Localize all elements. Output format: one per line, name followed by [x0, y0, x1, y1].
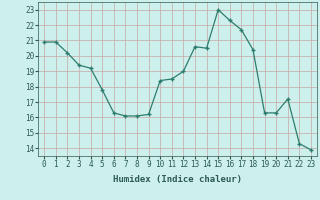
X-axis label: Humidex (Indice chaleur): Humidex (Indice chaleur): [113, 175, 242, 184]
